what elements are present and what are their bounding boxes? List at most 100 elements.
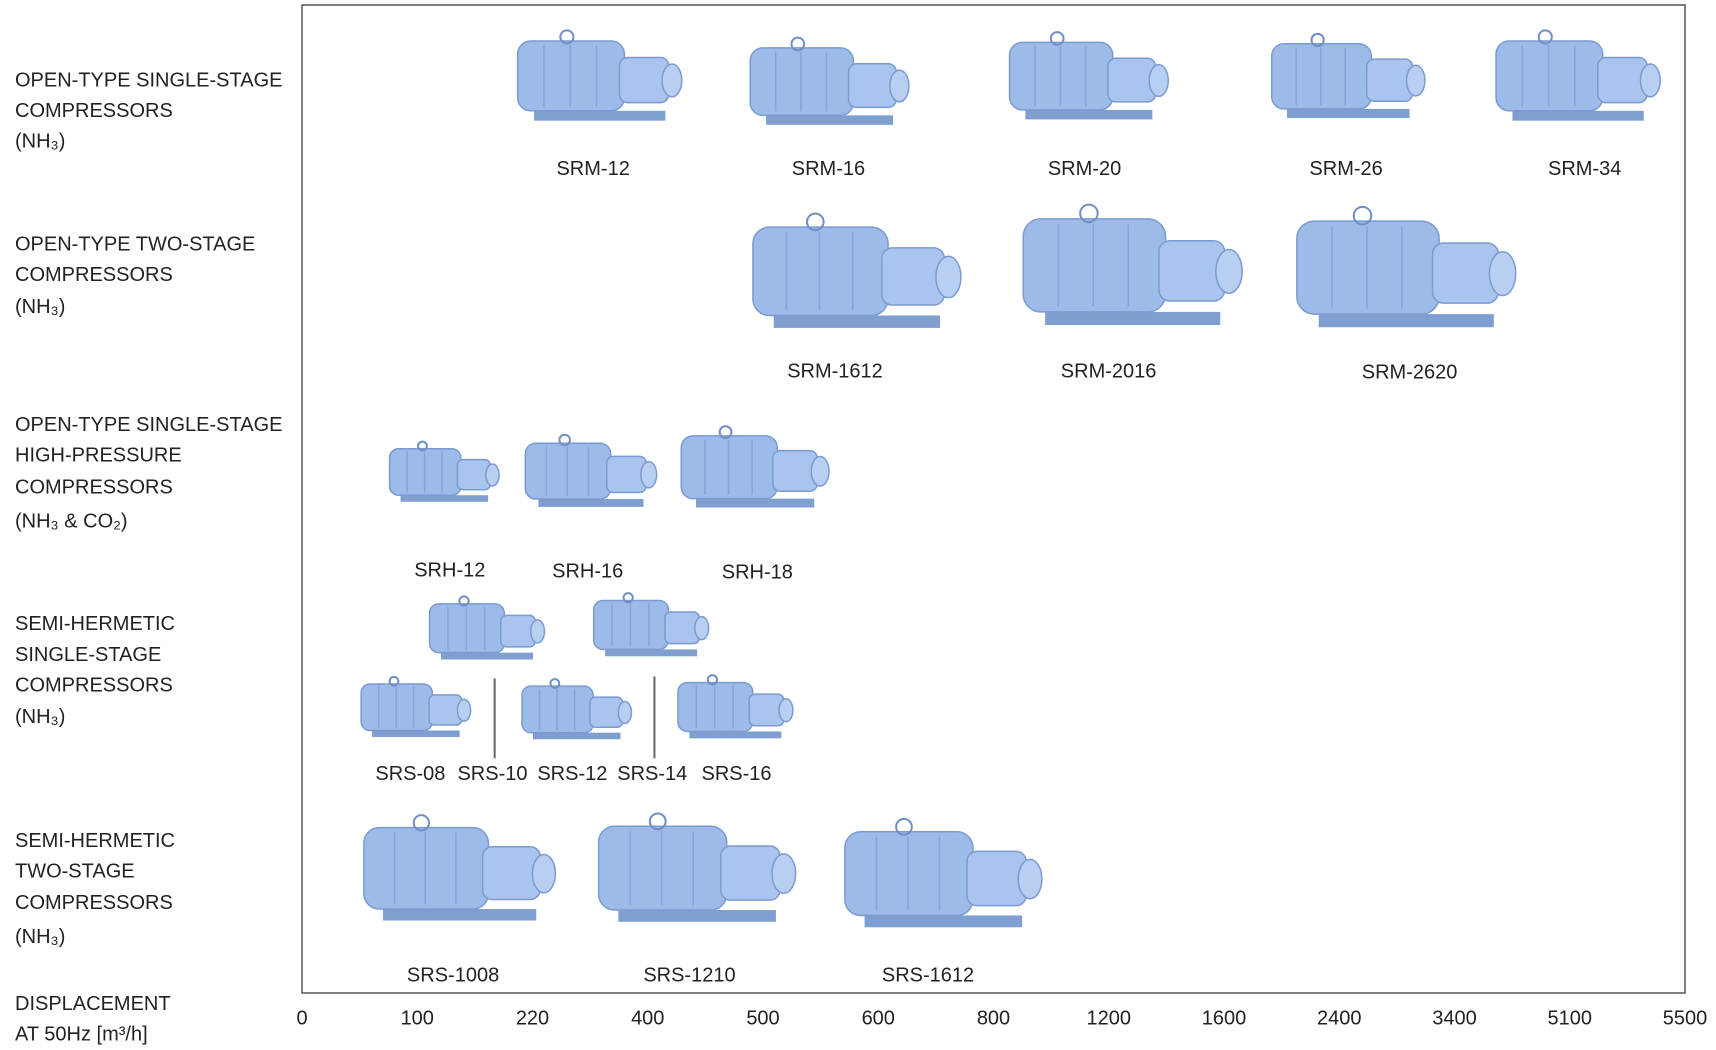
compressor-feet [533,733,621,740]
compressor-body [599,826,727,910]
compressor-body [750,48,853,115]
row-label: COMPRESSORS [15,476,173,498]
model-label: SRM-2016 [1061,360,1157,382]
compressor-feet [774,315,940,327]
compressor-end [532,854,555,892]
compressor-feet [696,499,814,508]
compressor-end [618,702,631,724]
compressor-end [1216,250,1242,294]
compressor-body [845,832,973,916]
x-tick-label: 500 [746,1007,779,1029]
compressor-end [936,256,961,298]
row-label: OPEN-TYPE SINGLE-STAGE [15,414,282,436]
x-tick-label: 400 [631,1007,664,1029]
model-label: SRM-20 [1048,158,1121,180]
model-label: SRS-08 [375,763,445,785]
compressor-feet [865,915,1023,927]
compressor-motor [967,851,1026,905]
model-label: SRS-16 [702,763,772,785]
compressor-body [1023,219,1165,312]
compressor-motor [619,57,668,102]
compressor-feet [1319,314,1494,327]
compressor-end [1018,859,1042,898]
x-tick-label: 100 [401,1007,434,1029]
chart: 0100220400500600800120016002400340051005… [0,0,1716,1050]
compressor-end [641,462,657,488]
axis-label: AT 50Hz [m³/h] [15,1024,148,1046]
compressor-motor [1598,57,1647,102]
row-label: SEMI-HERMETIC [15,830,175,852]
row-label: COMPRESSORS [15,264,173,286]
model-label: SRM-1612 [787,360,883,382]
row-label: HIGH-PRESSURE [15,445,182,467]
compressor-motor [1367,59,1413,101]
compressor-feet [538,499,643,507]
model-label: SRS-1210 [643,964,735,986]
x-tick-label: 1600 [1202,1007,1247,1029]
compressor-body [518,41,625,111]
compressor-end [772,854,796,893]
model-label: SRM-34 [1548,158,1621,180]
compressor-motor [483,847,540,900]
model-label: SRH-12 [414,560,485,582]
row-label: (NH₃) [15,706,65,728]
compressor-feet [1512,111,1643,121]
compressor-end [1407,65,1425,96]
row-label: (NH₃ & CO₂) [15,510,128,532]
x-tick-label: 800 [977,1007,1010,1029]
compressor-body [1297,221,1439,314]
compressor-end [1640,64,1660,97]
axis-label: DISPLACEMENT [15,993,171,1015]
model-label: SRM-16 [792,158,865,180]
model-label: SRM-2620 [1362,361,1458,383]
plot-frame [302,5,1685,993]
compressor-end [890,70,909,102]
compressor-body [753,227,888,315]
compressor-motor [1433,243,1499,303]
page: 0100220400500600800120016002400340051005… [0,0,1716,1050]
model-label: SRH-18 [722,562,793,584]
compressor-feet [534,111,665,121]
compressor-feet [372,731,460,738]
compressor-feet [401,495,489,502]
row-label: (NH₃) [15,131,65,153]
compressor-end [811,457,829,487]
compressor-feet [766,115,893,125]
row-label: COMPRESSORS [15,674,173,696]
compressor-feet [1287,109,1410,118]
model-label: SRM-12 [556,158,629,180]
compressor-feet [441,653,533,660]
row-label: SINGLE-STAGE [15,644,161,666]
x-tick-label: 5500 [1663,1007,1708,1029]
model-label: SRS-1008 [407,964,499,986]
compressor-end [486,464,499,486]
x-tick-label: 600 [862,1007,895,1029]
model-label: SRM-26 [1309,158,1382,180]
compressor-end [695,617,709,640]
compressor-motor [1108,58,1156,102]
x-tick-label: 1200 [1087,1007,1132,1029]
compressor-motor [849,64,897,108]
compressor-feet [618,910,776,922]
row-label: OPEN-TYPE SINGLE-STAGE [15,69,282,91]
compressor-end [1149,65,1168,97]
compressor-feet [1025,110,1152,120]
model-label: SRS-1612 [882,964,974,986]
x-tick-label: 0 [296,1007,307,1029]
row-label: (NH₃) [15,296,65,318]
compressor-end [531,620,545,643]
model-label: SRS-10 [457,763,527,785]
compressor-motor [721,846,780,900]
x-tick-label: 3400 [1432,1007,1477,1029]
compressor-body [1010,42,1113,109]
compressor-end [662,64,682,97]
row-label: OPEN-TYPE TWO-STAGE [15,233,255,255]
compressor-motor [882,248,944,305]
x-tick-label: 220 [516,1007,549,1029]
compressor-end [779,699,793,722]
row-label: (NH₃) [15,926,65,948]
x-tick-label: 2400 [1317,1007,1362,1029]
compressor-feet [383,909,536,920]
compressor-feet [1045,312,1220,325]
compressor-feet [605,649,697,656]
